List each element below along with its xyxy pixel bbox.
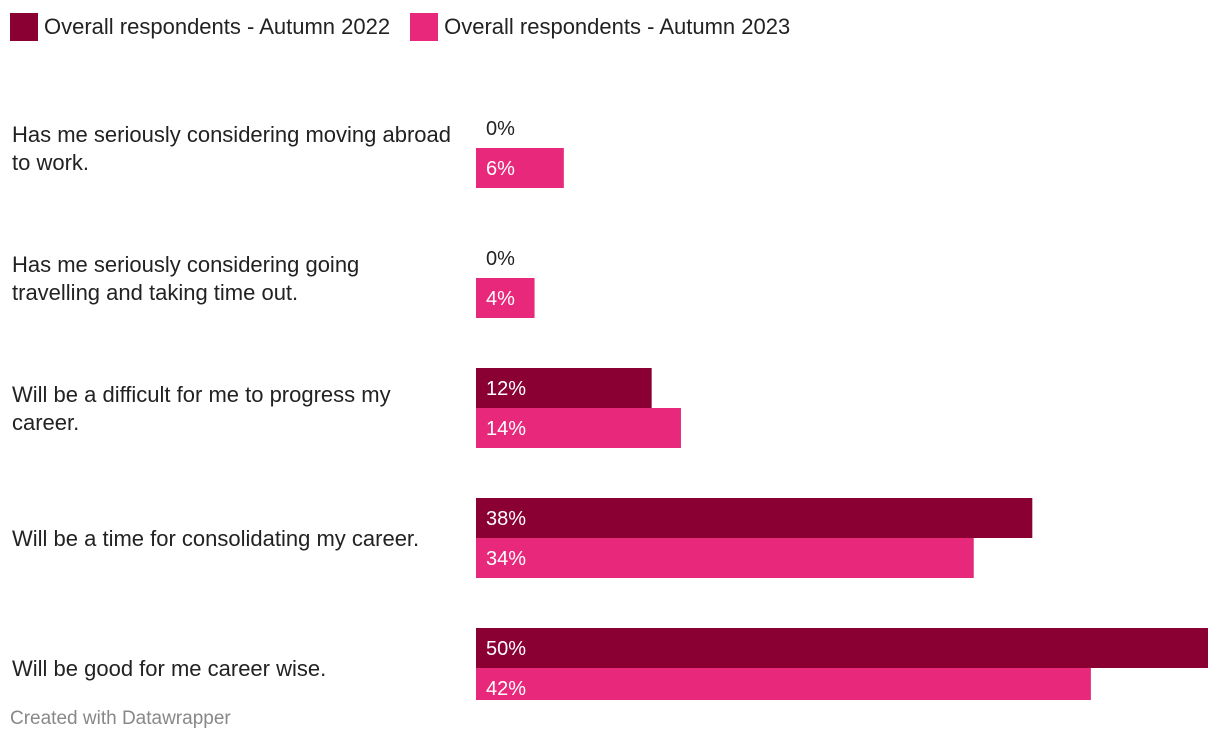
category-label: Will be a difficult for me to progress m… [12,382,391,435]
bar [476,668,1091,700]
bar [476,278,535,318]
category-label: Will be a time for consolidating my care… [12,526,419,551]
bar [476,498,1033,538]
category-label: Has me seriously considering moving abro… [12,122,451,175]
bar-value-label: 42% [486,678,526,700]
bar-value-label: 34% [486,548,526,570]
bar-value-label: 38% [486,508,526,530]
bar [476,408,681,448]
legend-item-autumn-2022: Overall respondents - Autumn 2022 [10,13,390,41]
bar-value-label: 50% [486,638,526,660]
credit-footer: Created with Datawrapper [10,708,231,729]
bar [476,628,1208,668]
legend-item-autumn-2023: Overall respondents - Autumn 2023 [410,13,790,41]
bar-value-label: 4% [486,288,515,310]
legend-label-autumn-2023: Overall respondents - Autumn 2023 [444,14,791,39]
legend-label-autumn-2022: Overall respondents - Autumn 2022 [44,14,391,39]
legend-swatch-autumn-2023 [410,13,439,41]
bar [476,538,974,578]
legend: Overall respondents - Autumn 2022 Overal… [10,12,810,42]
category-label: Will be good for me career wise. [12,656,326,681]
bar [476,148,564,188]
bar-value-label: 12% [486,378,526,400]
legend-swatch-autumn-2022 [10,13,38,41]
category-label: Has me seriously considering going travel… [12,252,359,305]
bar-chart: Has me seriously considering moving abro… [12,118,1208,700]
bar-value-label: 0% [486,248,515,270]
bar-value-label: 0% [486,118,515,140]
bar-value-label: 6% [486,158,515,180]
bar [476,368,652,408]
bar-value-label: 14% [486,418,526,440]
